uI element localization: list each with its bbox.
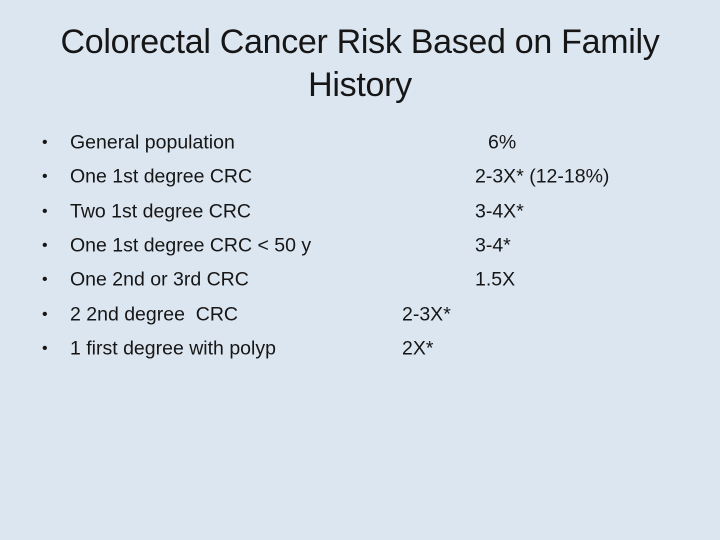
risk-label: 1 first degree with polyp — [70, 337, 276, 360]
risk-value: 2-3X* (12-18%) — [475, 165, 610, 188]
risk-value: 1.5X — [475, 268, 516, 291]
list-item: • 1 first degree with polyp 2X* — [0, 332, 720, 366]
risk-label: 2 2nd degree CRC — [70, 303, 239, 326]
bullet-icon: • — [42, 237, 48, 255]
risk-value: 2-3X* — [402, 303, 451, 326]
slide-title-line-2: History — [308, 66, 412, 104]
list-item: • One 1st degree CRC < 50 y 3-4* — [0, 229, 720, 263]
list-item: • One 2nd or 3rd CRC 1.5X — [0, 263, 720, 297]
risk-label: One 1st degree CRC < 50 y — [70, 234, 312, 257]
risk-value: 3-4X* — [475, 200, 524, 223]
risk-label: One 1st degree CRC — [70, 165, 253, 188]
slide-title-line-1: Colorectal Cancer Risk Based on Family — [60, 23, 660, 61]
list-item: • General population 6% — [0, 126, 720, 160]
list-item: • 2 2nd degree CRC 2-3X* — [0, 298, 720, 332]
slide-title: Colorectal Cancer Risk Based on Family H… — [0, 21, 720, 107]
bullet-icon: • — [42, 271, 48, 289]
bullet-icon: • — [42, 340, 48, 358]
bullet-icon: • — [42, 202, 48, 220]
list-item: • Two 1st degree CRC 3-4X* — [0, 195, 720, 229]
risk-label: Two 1st degree CRC — [70, 200, 251, 223]
risk-value: 2X* — [402, 337, 434, 360]
bullet-icon: • — [42, 134, 48, 152]
bullet-icon: • — [42, 168, 48, 186]
list-item: • One 1st degree CRC 2-3X* (12-18%) — [0, 160, 720, 194]
bullet-icon: • — [42, 305, 48, 323]
risk-label: One 2nd or 3rd CRC — [70, 268, 249, 291]
risk-list: • General population 6% • One 1st degree… — [0, 126, 720, 366]
risk-value: 6% — [488, 131, 517, 154]
risk-label: General population — [70, 131, 235, 154]
risk-value: 3-4* — [475, 234, 511, 257]
